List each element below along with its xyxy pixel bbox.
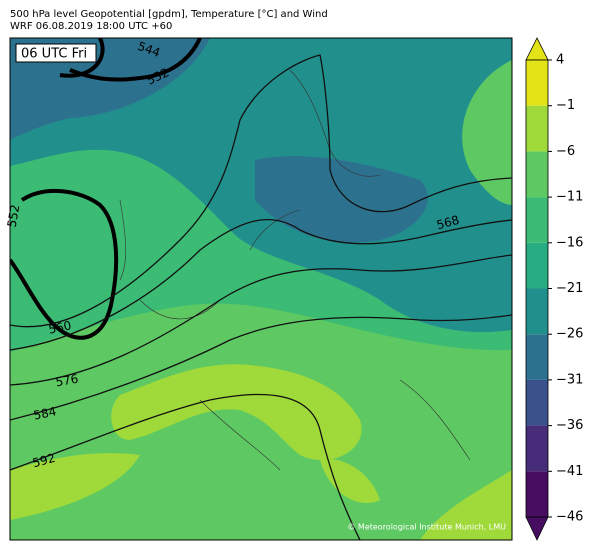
colorbar-segment (526, 471, 548, 517)
time-label: 06 UTC Fri (21, 47, 87, 62)
contour-552 (69, 38, 202, 82)
colorbar-tick-label: −31 (556, 372, 583, 387)
contour-576 (10, 254, 512, 386)
colorbar-segment (526, 425, 548, 472)
map-frame (9, 37, 513, 541)
contour-592 (10, 393, 361, 540)
colorbar-tick-label: 4 (556, 53, 564, 68)
map (10, 38, 512, 540)
time-label-box (15, 43, 97, 63)
colorbar-segment (526, 60, 548, 106)
contour-label: 576 (54, 372, 79, 390)
colorbar-tick-label: −11 (556, 190, 583, 205)
contour-552-low (10, 188, 119, 340)
contour-label: 568 (435, 213, 461, 232)
copyright: © Meteorological Institute Munich, LMU (347, 523, 506, 532)
colorbar-tick-label: −1 (556, 98, 575, 113)
contour-label: 592 (31, 451, 57, 470)
contour-568 (10, 218, 512, 351)
contour-544 (59, 38, 105, 78)
temp-region (10, 453, 140, 520)
temp-region (111, 364, 362, 461)
colorbar-tick-label: −26 (556, 327, 583, 342)
colorbar-segment (526, 151, 548, 198)
contour-560 (10, 54, 512, 328)
contour-label: 584 (32, 404, 57, 422)
colorbar: −46 −41 −36 −31 −26 −21 −16 −11 −6 −1 4 (525, 37, 583, 541)
colorbar-segment (526, 105, 548, 152)
colorbar-tick-label: −6 (556, 144, 575, 159)
colorbar-segment (526, 288, 548, 335)
title-line-1: 500 hPa level Geopotential [gpdm], Tempe… (10, 9, 328, 20)
title-line-2: WRF 06.08.2019 18:00 UTC +60 (10, 21, 172, 32)
colorbar-segment (526, 197, 548, 243)
colorbar-segment (526, 334, 548, 380)
colorbar-tick-label: −36 (556, 418, 583, 433)
contour-label: 552 (5, 203, 23, 228)
colorbar-segment (526, 242, 548, 289)
contour-584 (10, 314, 512, 421)
colorbar-tick-label: −21 (556, 281, 583, 296)
temp-region (255, 156, 428, 243)
colorbar-extend-low (525, 516, 549, 541)
colorbar-extend-high (525, 37, 549, 61)
temp-region (462, 60, 512, 205)
colorbar-segment (526, 379, 548, 426)
contour-label: 560 (47, 318, 72, 336)
colorbar-tick-label: −16 (556, 235, 583, 250)
temp-region (420, 470, 512, 540)
temp-region (10, 38, 210, 140)
temp-region (320, 459, 380, 504)
colorbar-tick-label: −41 (556, 464, 583, 479)
colorbar-tick-label: −46 (556, 510, 583, 525)
